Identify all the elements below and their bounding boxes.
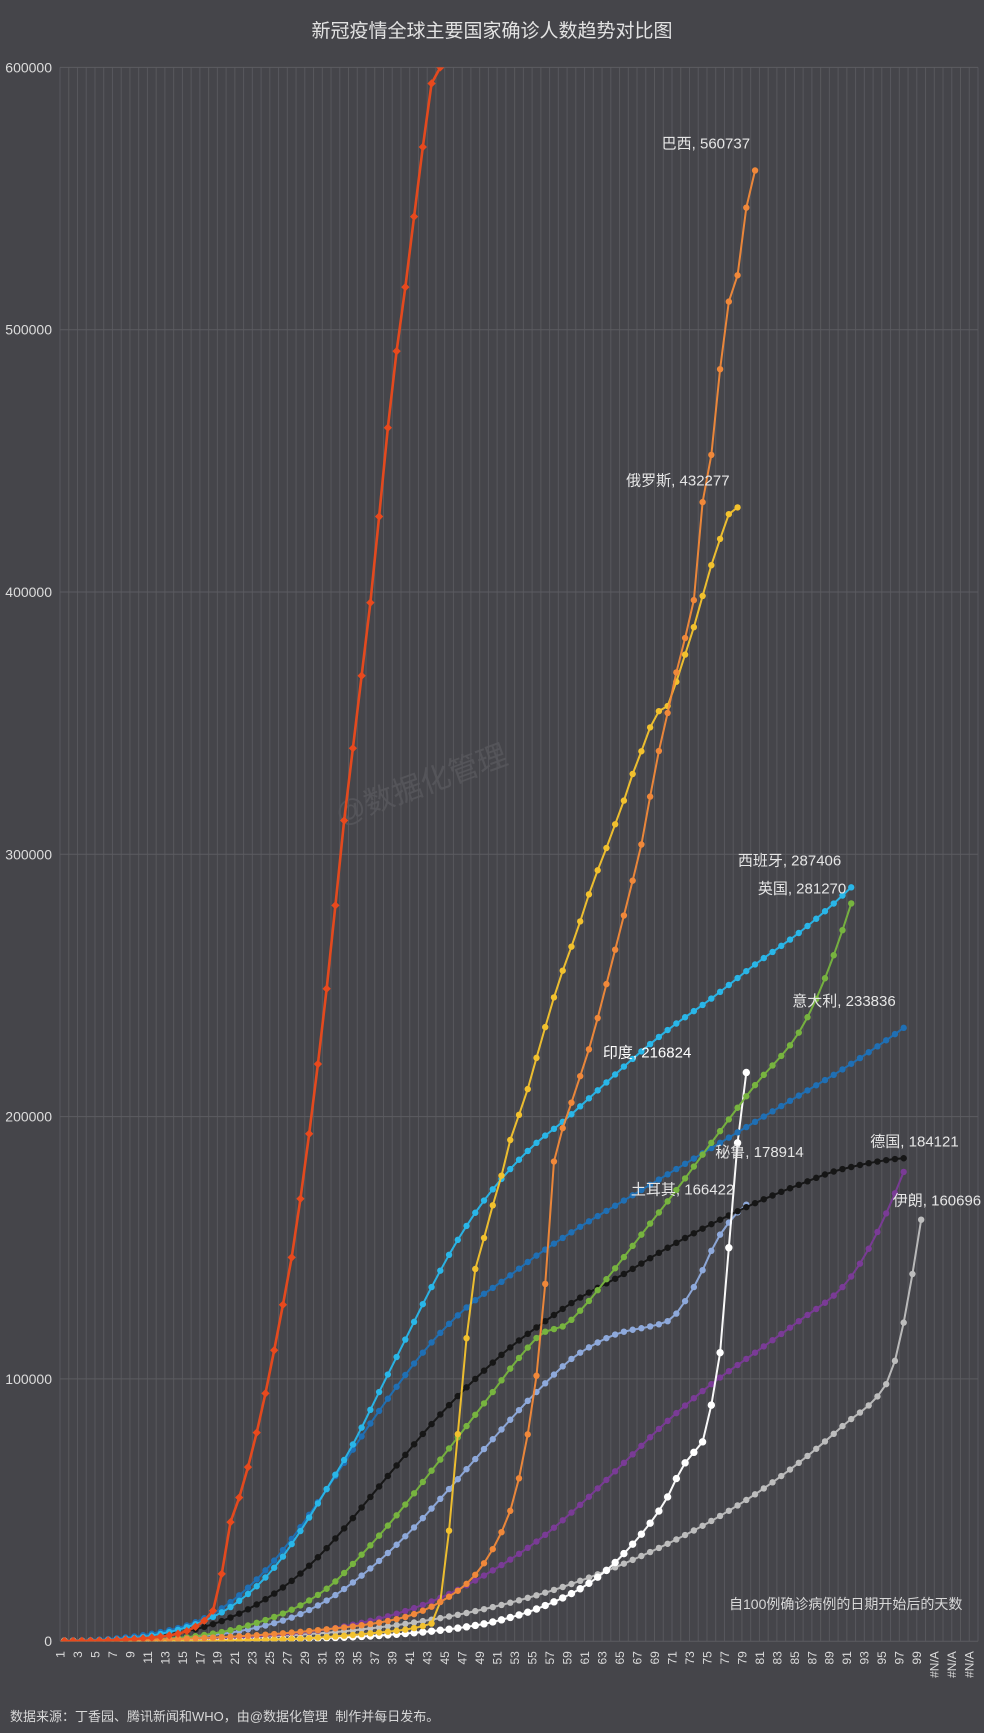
svg-text:31: 31 <box>316 1651 330 1665</box>
svg-text:59: 59 <box>560 1651 574 1665</box>
svg-text:英国, 281270: 英国, 281270 <box>758 879 846 897</box>
svg-text:89: 89 <box>823 1651 837 1665</box>
svg-text:99: 99 <box>910 1651 924 1665</box>
svg-text:巴西, 560737: 巴西, 560737 <box>662 135 750 152</box>
svg-text:19: 19 <box>211 1651 225 1665</box>
svg-text:德国, 184121: 德国, 184121 <box>870 1132 958 1150</box>
svg-text:1: 1 <box>53 1651 67 1658</box>
svg-text:45: 45 <box>438 1651 452 1665</box>
svg-text:0: 0 <box>44 1633 52 1649</box>
svg-text:27: 27 <box>281 1651 295 1665</box>
svg-text:53: 53 <box>508 1651 522 1665</box>
svg-text:75: 75 <box>700 1651 714 1665</box>
svg-text:79: 79 <box>735 1651 749 1665</box>
svg-text:85: 85 <box>788 1651 802 1665</box>
svg-text:200000: 200000 <box>5 1109 52 1125</box>
svg-text:西班牙, 287406: 西班牙, 287406 <box>738 852 841 869</box>
svg-text:5: 5 <box>88 1651 102 1658</box>
svg-text:49: 49 <box>473 1651 487 1665</box>
svg-text:100000: 100000 <box>5 1371 52 1387</box>
svg-text:11: 11 <box>141 1651 155 1664</box>
svg-text:23: 23 <box>246 1651 260 1665</box>
svg-text:47: 47 <box>456 1651 470 1665</box>
svg-text:95: 95 <box>875 1651 889 1665</box>
svg-text:69: 69 <box>648 1651 662 1665</box>
svg-text:#N/A: #N/A <box>945 1651 959 1678</box>
svg-text:500000: 500000 <box>5 322 52 338</box>
svg-text:25: 25 <box>263 1651 277 1665</box>
svg-text:俄罗斯, 432277: 俄罗斯, 432277 <box>626 472 729 489</box>
svg-text:9: 9 <box>123 1651 137 1658</box>
svg-text:83: 83 <box>770 1651 784 1665</box>
svg-text:21: 21 <box>228 1651 242 1665</box>
svg-text:13: 13 <box>158 1651 172 1665</box>
svg-text:17: 17 <box>193 1651 207 1665</box>
svg-text:土耳其, 166422: 土耳其, 166422 <box>631 1182 734 1199</box>
svg-text:伊朗, 160696: 伊朗, 160696 <box>893 1193 981 1210</box>
svg-text:15: 15 <box>176 1651 190 1665</box>
svg-text:43: 43 <box>421 1651 435 1665</box>
svg-text:51: 51 <box>491 1651 505 1665</box>
svg-text:印度, 216824: 印度, 216824 <box>603 1044 691 1061</box>
svg-text:77: 77 <box>718 1651 732 1665</box>
svg-text:55: 55 <box>525 1651 539 1665</box>
svg-text:57: 57 <box>543 1651 557 1665</box>
svg-text:7: 7 <box>106 1651 120 1658</box>
svg-text:41: 41 <box>403 1651 417 1665</box>
svg-text:#N/A: #N/A <box>963 1651 977 1678</box>
svg-text:73: 73 <box>683 1651 697 1665</box>
svg-text:61: 61 <box>578 1651 592 1665</box>
svg-text:#N/A: #N/A <box>928 1651 942 1678</box>
svg-text:91: 91 <box>840 1651 854 1665</box>
svg-text:3: 3 <box>71 1651 85 1658</box>
svg-text:97: 97 <box>893 1651 907 1665</box>
svg-text:63: 63 <box>595 1651 609 1665</box>
svg-text:81: 81 <box>753 1651 767 1665</box>
svg-text:39: 39 <box>386 1651 400 1665</box>
svg-text:35: 35 <box>351 1651 365 1665</box>
svg-text:600000: 600000 <box>5 59 52 75</box>
svg-text:300000: 300000 <box>5 846 52 862</box>
svg-text:29: 29 <box>298 1651 312 1665</box>
svg-text:67: 67 <box>630 1651 644 1665</box>
svg-text:秘鲁, 178914: 秘鲁, 178914 <box>715 1144 803 1161</box>
svg-text:37: 37 <box>368 1651 382 1665</box>
svg-text:33: 33 <box>333 1651 347 1665</box>
svg-text:65: 65 <box>613 1651 627 1665</box>
svg-text:87: 87 <box>805 1651 819 1665</box>
svg-text:93: 93 <box>858 1651 872 1665</box>
svg-text:400000: 400000 <box>5 584 52 600</box>
svg-text:71: 71 <box>665 1651 679 1665</box>
svg-text:意大利, 233836: 意大利, 233836 <box>792 992 895 1010</box>
